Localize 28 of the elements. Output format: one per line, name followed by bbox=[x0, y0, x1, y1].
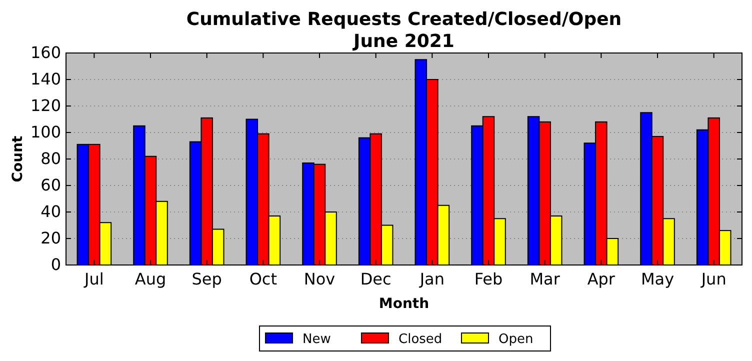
x-tick-label: Apr bbox=[587, 269, 616, 288]
x-tick-label: Jul bbox=[84, 269, 104, 288]
y-tick-label: 0 bbox=[50, 255, 61, 274]
legend-label: New bbox=[302, 332, 332, 347]
x-tick-label: Sep bbox=[192, 269, 222, 288]
x-tick-label: Jan bbox=[418, 269, 445, 288]
x-tick-label: Dec bbox=[360, 269, 392, 288]
legend-label: Open bbox=[498, 332, 534, 347]
legend-label: Closed bbox=[398, 332, 442, 347]
x-tick-label: Nov bbox=[304, 269, 336, 288]
x-axis-title: Month bbox=[378, 296, 430, 312]
chart-title: Cumulative Requests Created/Closed/Open bbox=[186, 9, 622, 30]
y-tick-label: 20 bbox=[40, 228, 61, 248]
x-tick-label: May bbox=[640, 269, 674, 288]
x-tick-label: Aug bbox=[134, 269, 166, 288]
y-tick-label: 140 bbox=[30, 70, 61, 89]
y-tick-label: 60 bbox=[40, 176, 61, 195]
y-tick-label: 120 bbox=[30, 96, 61, 116]
x-tick-label: Oct bbox=[249, 269, 278, 288]
y-tick-label: 160 bbox=[30, 43, 61, 62]
x-tick-label: Mar bbox=[530, 269, 560, 288]
x-tick-label: Feb bbox=[474, 269, 503, 288]
chart-subtitle: June 2021 bbox=[352, 31, 454, 52]
y-tick-label: 40 bbox=[40, 202, 61, 222]
y-tick-label: 80 bbox=[40, 149, 61, 168]
y-axis-title: Count bbox=[10, 135, 26, 182]
y-tick-label: 100 bbox=[30, 122, 61, 142]
x-tick-label: Jun bbox=[700, 269, 726, 288]
